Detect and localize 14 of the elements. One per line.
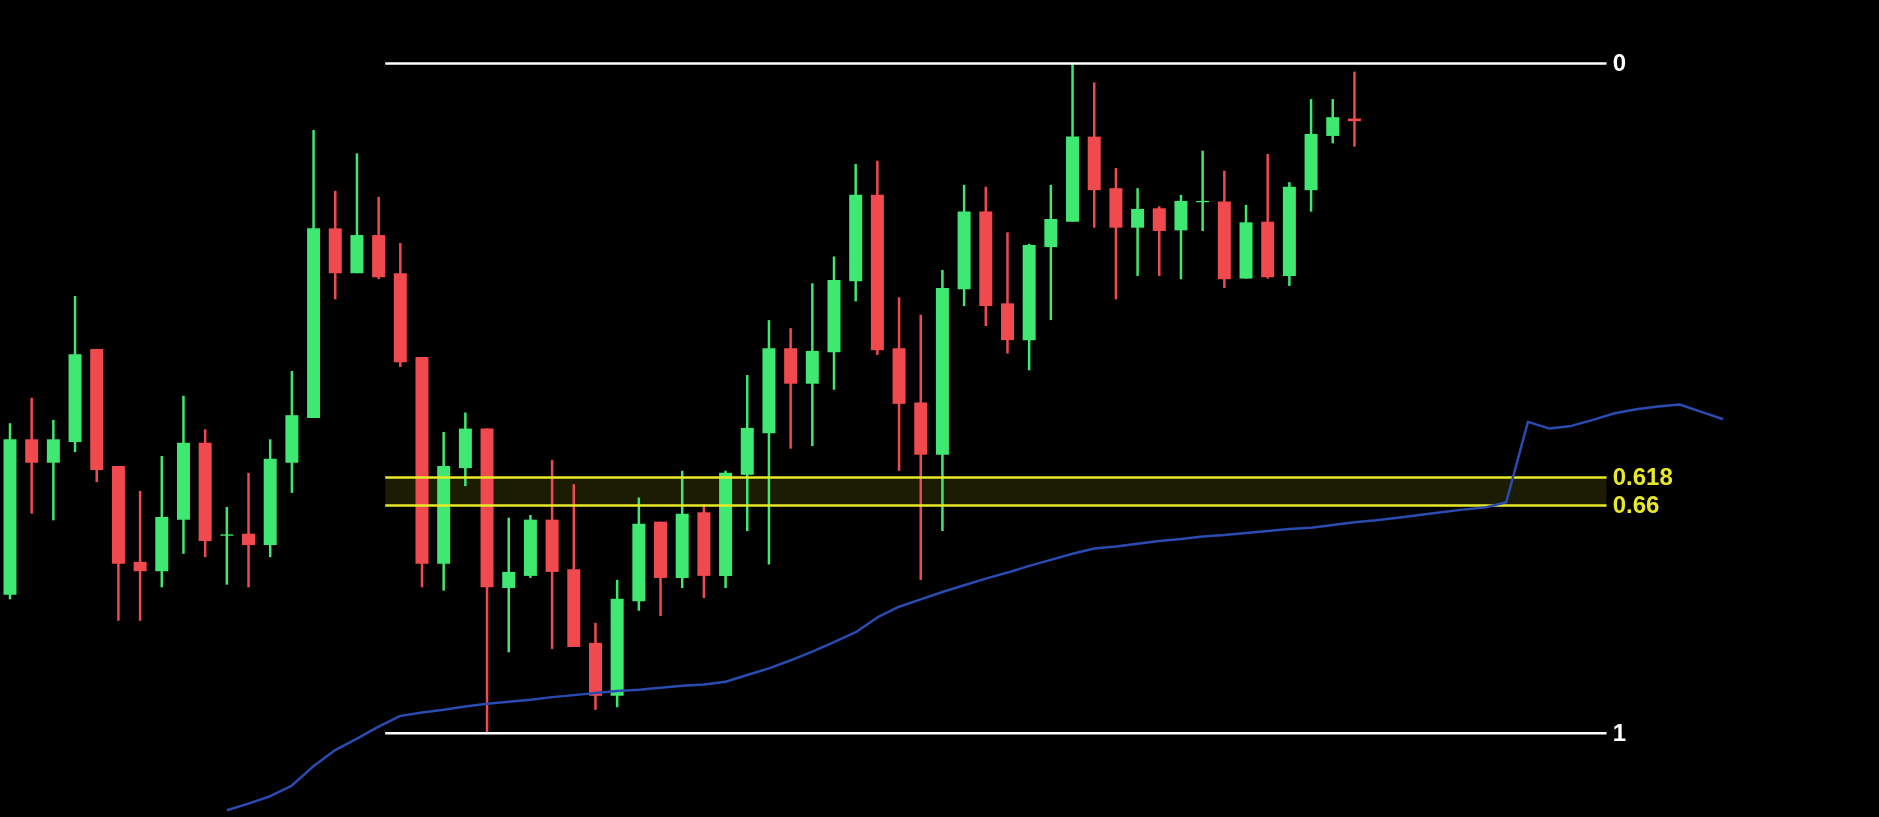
- candlestick: [1152, 205, 1166, 278]
- candlestick: [25, 396, 39, 515]
- y-tick-label: 0.618: [1612, 462, 1673, 490]
- y-tick-label: 1: [1612, 718, 1627, 746]
- line-series: [225, 403, 1725, 812]
- candlestick: [1131, 186, 1145, 278]
- candlestick: [46, 418, 60, 522]
- y-tick-label: 0: [1612, 49, 1627, 77]
- candlestick: [220, 505, 234, 586]
- candlestick: [1326, 97, 1340, 145]
- candlestick: [502, 516, 516, 654]
- candlestick: [133, 489, 147, 623]
- y-tick-label: 0.66: [1612, 491, 1660, 519]
- candlestick: [242, 471, 256, 589]
